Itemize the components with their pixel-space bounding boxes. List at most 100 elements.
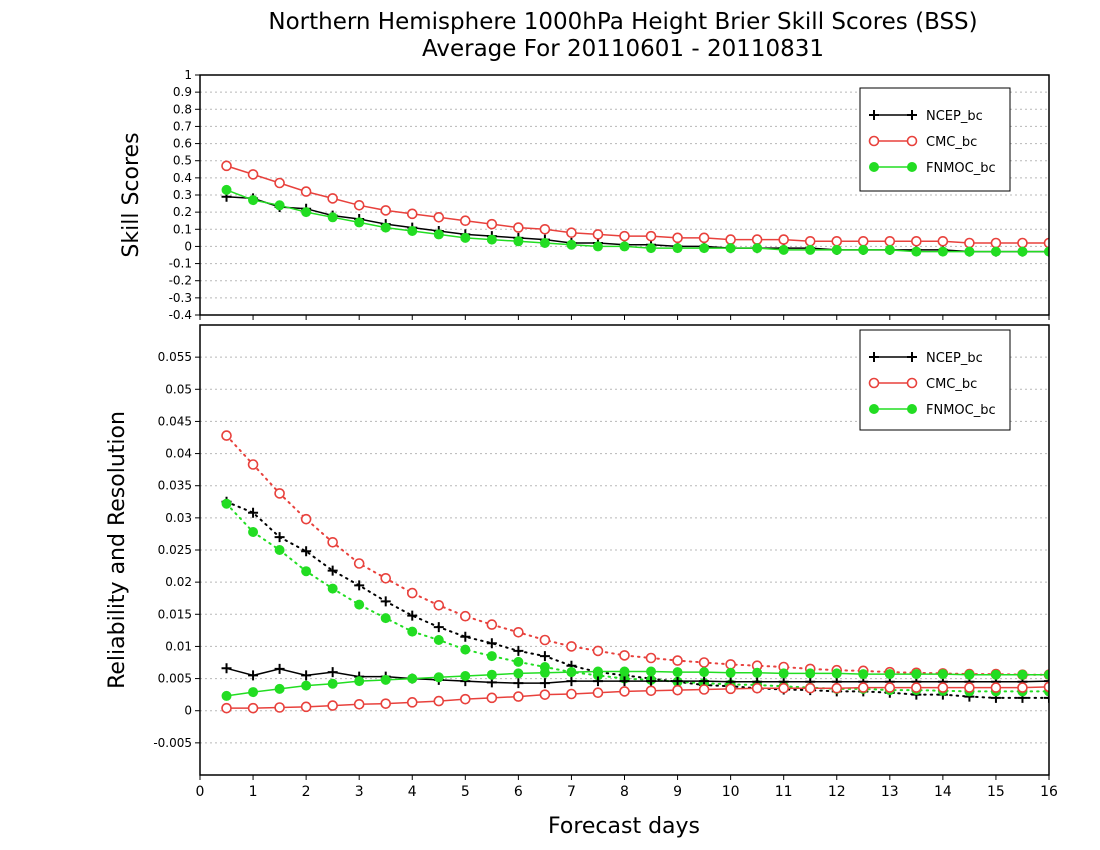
data-point-fnmoc_bc	[990, 246, 1001, 257]
data-point-ncep_bc-dotted	[486, 638, 497, 649]
data-point-ncep_bc	[592, 676, 603, 687]
legend-marker	[906, 135, 918, 147]
y-tick-label: 0.5	[173, 154, 192, 168]
data-point-cmc_bc	[937, 682, 949, 693]
legend-marker	[907, 352, 917, 362]
data-point-fnmoc_bc	[539, 238, 550, 248]
data-point-cmc_bc	[964, 682, 975, 693]
data-point-cmc_bc	[327, 700, 338, 711]
data-point-fnmoc_bc	[327, 212, 338, 223]
data-point-fnmoc_bc	[248, 687, 259, 698]
y-tick-label: 0.04	[165, 447, 192, 461]
data-point-cmc_bc-dotted	[274, 488, 285, 499]
y-tick-label: 0.7	[173, 119, 192, 133]
data-point-fnmoc_bc-dotted	[327, 583, 338, 594]
data-point-ncep_bc	[248, 670, 259, 681]
data-point-cmc_bc	[619, 686, 630, 697]
data-point-cmc_bc	[645, 685, 657, 697]
legend-entry: NCEP_bc	[926, 351, 983, 366]
legend-entry: CMC_bc	[926, 377, 977, 392]
legend-box	[859, 329, 1011, 431]
y-tick-label: 0.035	[158, 479, 192, 493]
data-point-cmc_bc	[1043, 681, 1049, 693]
x-tick-label: 5	[461, 784, 470, 800]
legend-marker	[869, 404, 879, 414]
data-point-fnmoc_bc	[354, 217, 365, 228]
data-point-cmc_bc	[964, 237, 975, 249]
data-point-fnmoc_bc	[699, 243, 710, 254]
data-point-cmc_bc	[725, 683, 736, 695]
data-point-cmc_bc	[539, 223, 551, 235]
series-line-fnmoc_bc-dotted	[225, 502, 1049, 693]
y-tick-label: 0.2	[173, 205, 192, 219]
x-tick-label: 8	[620, 784, 629, 800]
data-point-cmc_bc	[353, 199, 365, 211]
data-point-fnmoc_bc	[619, 666, 630, 677]
data-point-cmc_bc	[247, 169, 259, 180]
y-tick-label: 0.9	[173, 85, 192, 99]
y-tick-label: 0.01	[165, 639, 192, 653]
data-point-ncep_bc	[619, 676, 630, 687]
data-point-cmc_bc-dotted	[513, 626, 524, 638]
data-point-cmc_bc-dotted	[406, 587, 418, 599]
data-point-fnmoc_bc-dotted	[380, 613, 391, 624]
data-point-fnmoc_bc	[221, 690, 232, 701]
data-point-ncep_bc-dotted	[433, 622, 444, 633]
data-point-fnmoc_bc	[752, 243, 763, 254]
data-point-ncep_bc	[566, 676, 577, 687]
data-point-ncep_bc-dotted	[539, 651, 550, 662]
data-point-fnmoc_bc-dotted	[354, 599, 365, 610]
data-point-cmc_bc	[592, 229, 604, 240]
data-point-fnmoc_bc	[884, 244, 895, 255]
data-point-fnmoc_bc	[672, 667, 683, 678]
data-point-cmc_bc	[406, 208, 418, 220]
data-point-fnmoc_bc	[831, 668, 842, 679]
x-tick-label: 9	[673, 784, 682, 800]
data-point-cmc_bc	[698, 232, 710, 244]
y-tick-label: 0.4	[173, 171, 192, 185]
data-point-ncep_bc-dotted	[274, 532, 285, 543]
data-point-cmc_bc	[433, 211, 445, 223]
y-tick-label: 0.6	[173, 137, 192, 151]
data-point-fnmoc_bc	[752, 667, 763, 678]
y-tick-label: 0.02	[165, 575, 192, 589]
series-group	[221, 430, 1049, 714]
data-point-ncep_bc-dotted	[407, 610, 418, 621]
data-point-cmc_bc-dotted	[619, 650, 630, 661]
data-point-fnmoc_bc	[699, 667, 710, 678]
data-point-cmc_bc	[592, 687, 604, 699]
legend: NCEP_bc CMC_bc FNMOC_bc	[859, 329, 1011, 431]
data-point-fnmoc_bc	[831, 244, 842, 255]
legend-marker	[907, 162, 917, 172]
data-point-fnmoc_bc	[646, 666, 657, 677]
data-point-fnmoc_bc	[274, 200, 285, 211]
data-point-cmc_bc-dotted	[221, 430, 232, 441]
data-point-ncep_bc	[646, 676, 657, 687]
data-point-cmc_bc-dotted	[300, 513, 312, 525]
data-point-cmc_bc-dotted	[539, 634, 551, 646]
data-point-cmc_bc	[380, 205, 392, 216]
data-point-cmc_bc	[486, 692, 498, 704]
legend-entry: CMC_bc	[926, 135, 977, 150]
data-point-fnmoc_bc	[911, 246, 922, 257]
data-point-cmc_bc	[804, 235, 816, 247]
data-point-cmc_bc	[990, 682, 1002, 693]
y-tick-label: 0.045	[158, 414, 192, 428]
data-point-fnmoc_bc-dotted	[301, 566, 312, 577]
x-tick-label: 12	[828, 784, 846, 800]
data-point-fnmoc_bc	[460, 671, 471, 681]
plot-frame	[199, 74, 1050, 316]
data-point-fnmoc_bc	[646, 243, 657, 254]
x-tick-label: 2	[302, 784, 311, 800]
data-point-fnmoc_bc	[964, 246, 975, 257]
data-point-cmc_bc	[619, 230, 630, 242]
legend-entry: FNMOC_bc	[926, 403, 996, 418]
data-point-fnmoc_bc	[858, 244, 869, 255]
data-point-cmc_bc-dotted	[247, 459, 259, 470]
data-point-cmc_bc-dotted	[353, 558, 365, 569]
x-tick-label: 7	[567, 784, 576, 800]
data-point-ncep_bc-dotted	[327, 565, 338, 576]
data-point-cmc_bc	[513, 691, 524, 702]
data-point-fnmoc_bc	[725, 667, 736, 678]
legend-marker	[869, 110, 879, 120]
